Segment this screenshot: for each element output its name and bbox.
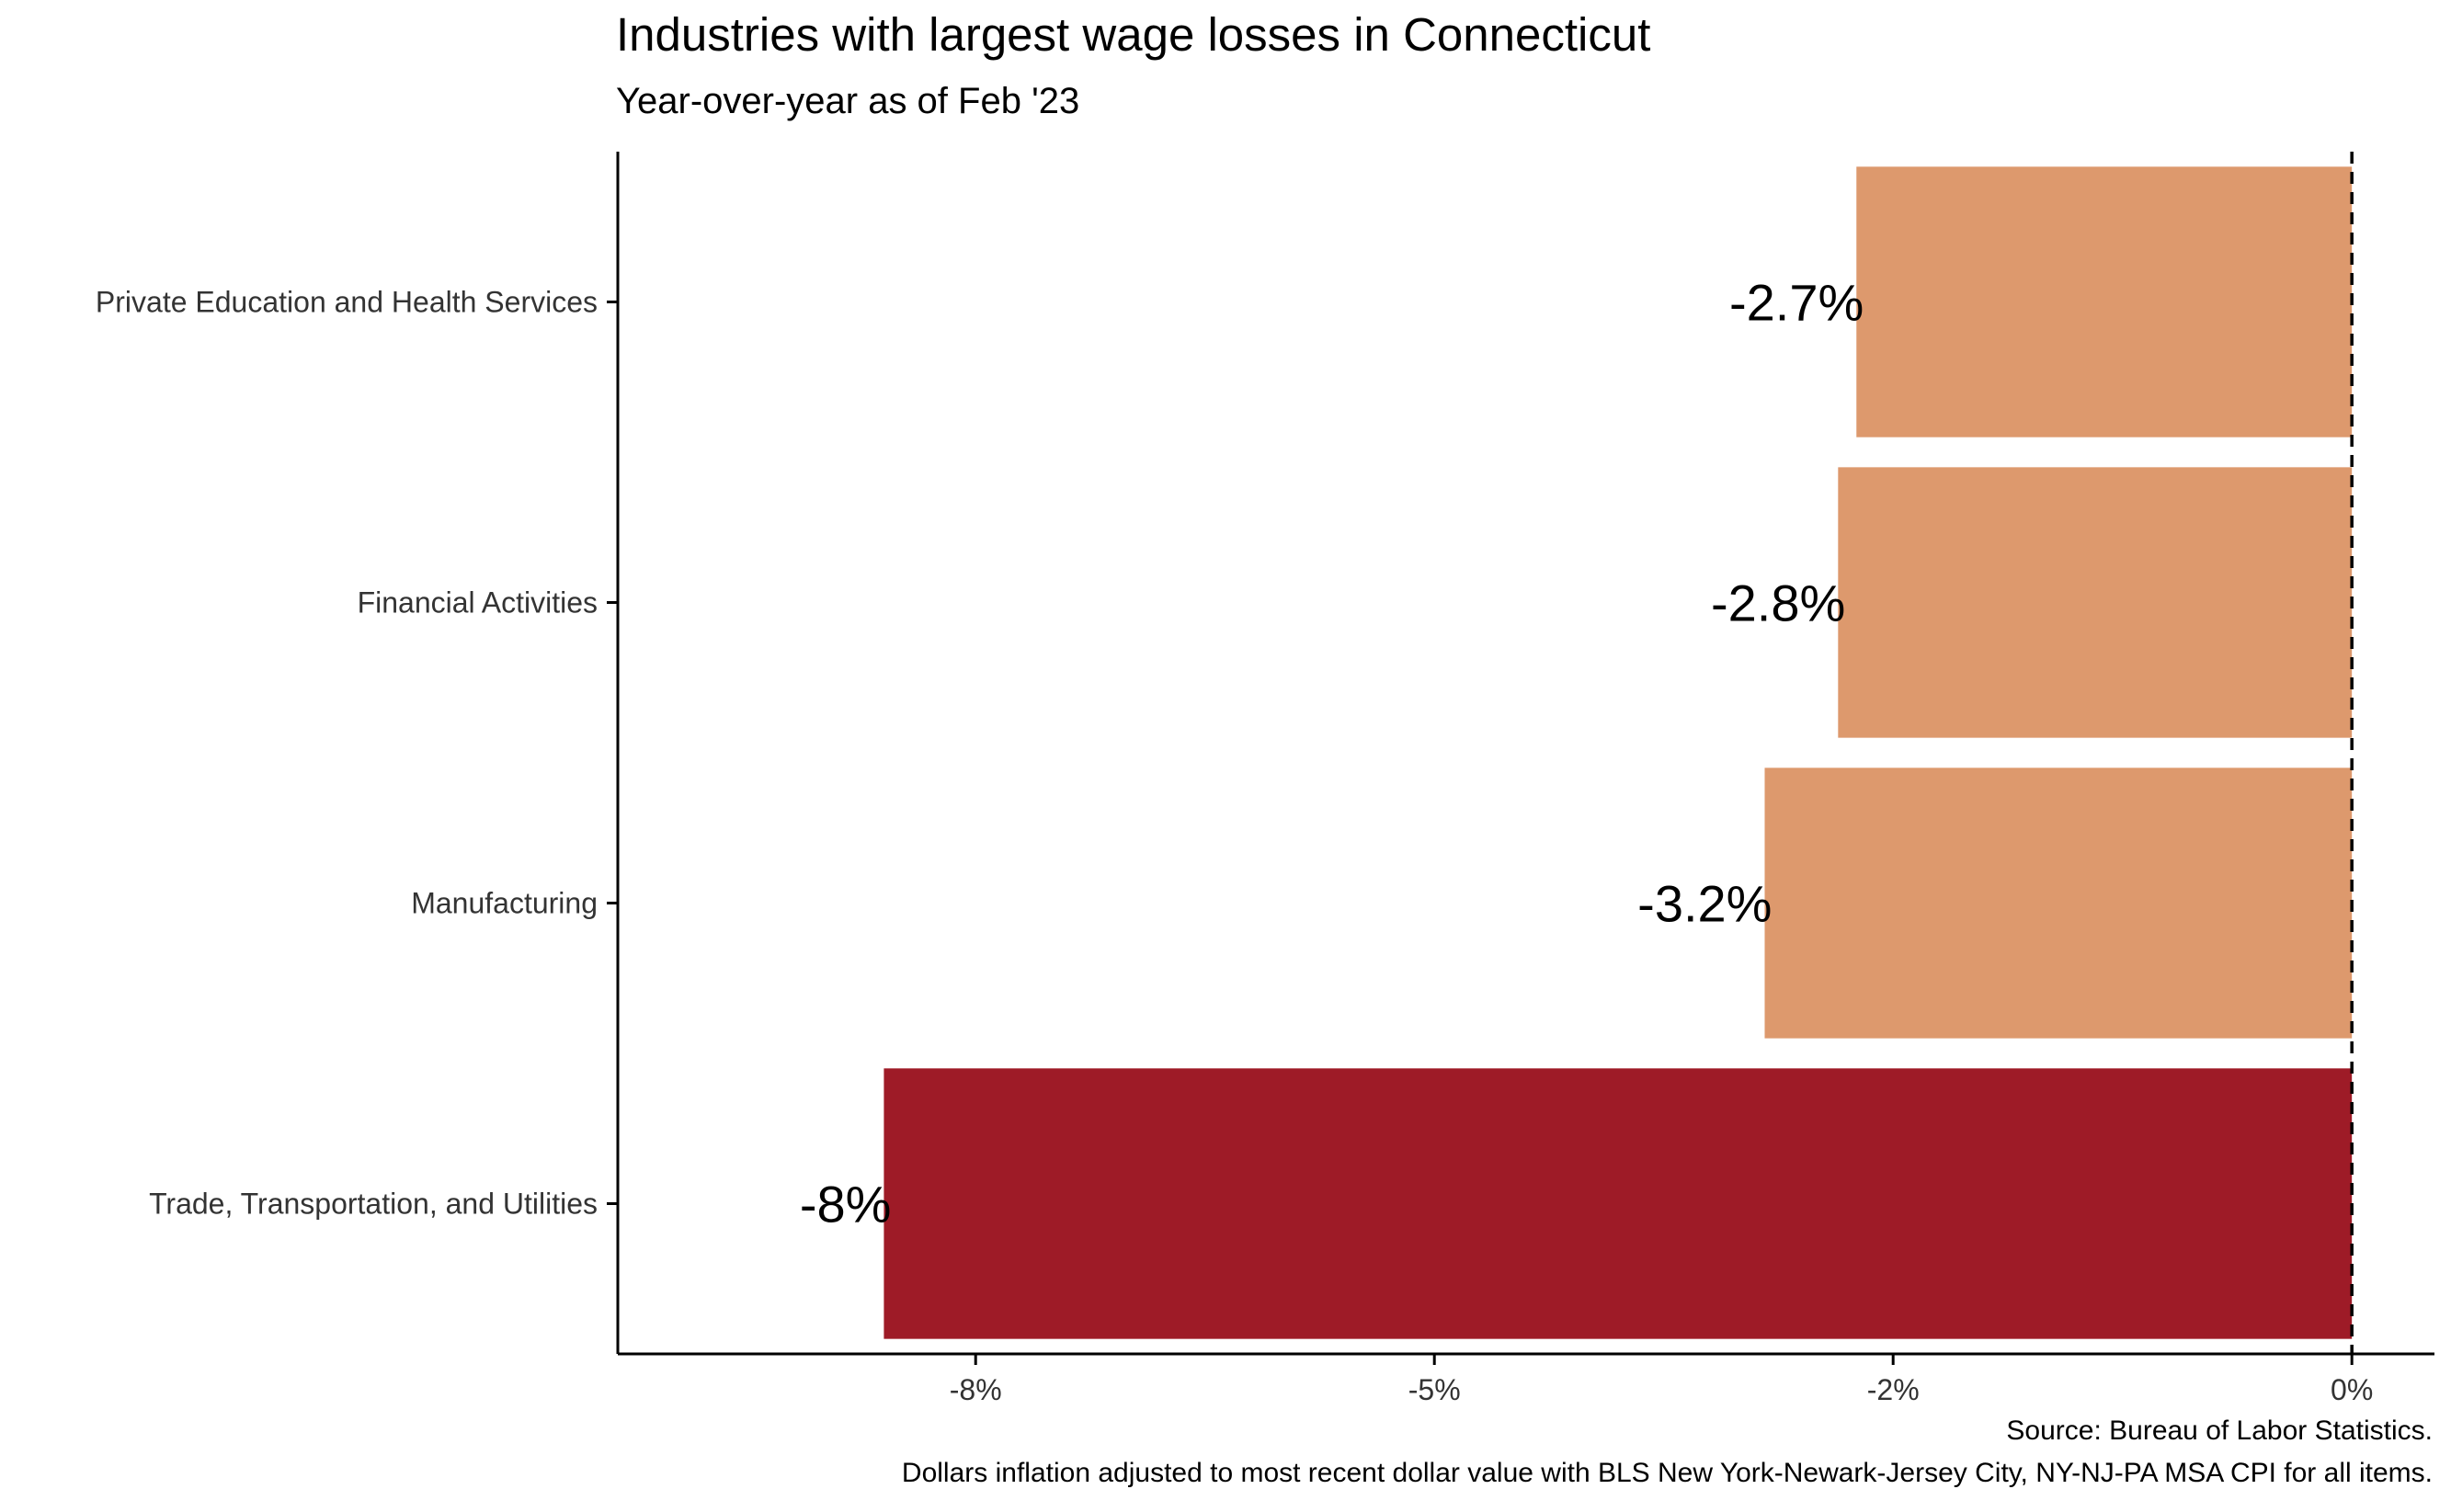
method-caption: Dollars inflation adjusted to most recen… [901,1458,2433,1488]
bar-trade-transportation-and-utilities [884,1068,2353,1339]
chart-subtitle: Year-over-year as of Feb '23 [616,81,1080,121]
x-tick-label-0: -8% [950,1373,1002,1406]
value-label-private-education-and-health-services: -2.7% [1729,274,1864,332]
value-label-trade-transportation-and-utilities: -8% [800,1176,892,1233]
category-label-manufacturing: Manufacturing [411,887,598,920]
value-label-manufacturing: -3.2% [1637,875,1772,933]
bar-private-education-and-health-services [1856,166,2353,438]
source-caption: Source: Bureau of Labor Statistics. [2006,1415,2433,1446]
bar-financial-activities [1838,467,2353,738]
category-label-financial-activities: Financial Activities [358,586,598,620]
chart-title: Industries with largest wage losses in C… [616,8,1651,61]
bar-manufacturing [1764,767,2353,1039]
x-tick-label-3: 0% [2331,1373,2373,1406]
x-tick-label-2: -2% [1867,1373,1920,1406]
category-label-private-education-and-health-services: Private Education and Health Services [96,286,598,319]
category-label-trade-transportation-and-utilities: Trade, Transportation, and Utilities [149,1188,598,1221]
x-tick-label-1: -5% [1408,1373,1461,1406]
value-label-financial-activities: -2.8% [1711,574,1845,632]
